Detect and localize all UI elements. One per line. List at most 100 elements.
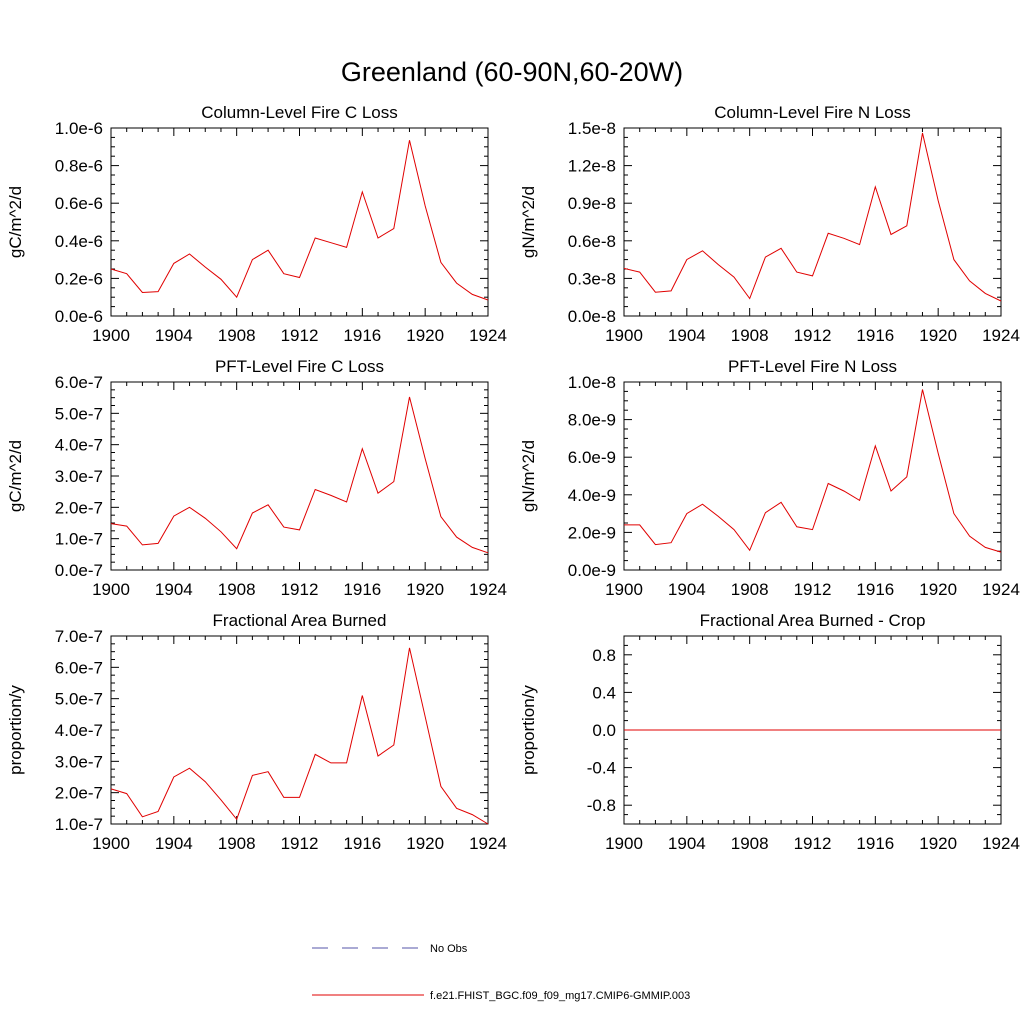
y-tick-label: 8.0e-9 xyxy=(568,411,616,430)
y-tick-label: 0.3e-8 xyxy=(568,269,616,288)
chart-title: Fractional Area Burned - Crop xyxy=(700,611,926,630)
chart-panel-1: Column-Level Fire C Loss gC/m^2/d 1900 1904… xyxy=(6,103,507,345)
x-tick-label: 1920 xyxy=(406,580,444,599)
x-tick-label: 1900 xyxy=(92,580,130,599)
legend-model-label: f.e21.FHIST_BGC.f09_f09_mg17.CMIP6-GMMIP… xyxy=(430,990,690,1002)
figure-title: Greenland (60-90N,60-20W) xyxy=(341,57,683,87)
y-axis-label: proportion/y xyxy=(6,685,25,775)
y-tick-label: 1.5e-8 xyxy=(568,119,616,138)
x-tick-label: 1920 xyxy=(406,326,444,345)
x-tick-label: 1924 xyxy=(982,834,1020,853)
y-axis-label: gC/m^2/d xyxy=(6,440,25,512)
x-tick-label: 1908 xyxy=(731,834,769,853)
x-tick-label: 1900 xyxy=(605,834,643,853)
y-tick-label: 0.6e-6 xyxy=(55,194,103,213)
x-tick-label: 1908 xyxy=(218,580,256,599)
y-tick-label: 3.0e-7 xyxy=(55,752,103,771)
y-axis-label: gN/m^2/d xyxy=(519,186,538,258)
y-tick-label: 1.0e-6 xyxy=(55,119,103,138)
plot-frame xyxy=(623,127,1002,317)
y-axis-label: gN/m^2/d xyxy=(519,440,538,512)
chart-panel-2: Column-Level Fire N Loss gN/m^2/d 1900 1904… xyxy=(519,103,1020,345)
y-tick-label: 0.0e-6 xyxy=(55,307,103,326)
chart-title: PFT-Level Fire N Loss xyxy=(728,357,897,376)
y-tick-label: 0.6e-8 xyxy=(568,232,616,251)
y-tick-label: 1.0e-8 xyxy=(568,373,616,392)
y-tick-label: -0.4 xyxy=(587,759,616,778)
y-tick-label: 0.0e-9 xyxy=(568,561,616,580)
y-tick-label: 6.0e-7 xyxy=(55,658,103,677)
x-tick-label: 1908 xyxy=(218,326,256,345)
y-tick-label: 1.0e-7 xyxy=(55,815,103,834)
series-line xyxy=(110,647,489,825)
legend: No Obs f.e21.FHIST_BGC.f09_f09_mg17.CMIP… xyxy=(312,943,690,1002)
x-tick-label: 1900 xyxy=(92,326,130,345)
x-tick-label: 1916 xyxy=(856,326,894,345)
x-tick-label: 1904 xyxy=(155,580,193,599)
x-tick-label: 1920 xyxy=(919,580,957,599)
y-tick-label: -0.8 xyxy=(587,796,616,815)
y-tick-label: 4.0e-9 xyxy=(568,486,616,505)
x-tick-label: 1924 xyxy=(469,834,507,853)
x-tick-label: 1912 xyxy=(281,580,319,599)
y-tick-label: 7.0e-7 xyxy=(55,627,103,646)
chart-title: PFT-Level Fire C Loss xyxy=(215,357,384,376)
x-tick-label: 1900 xyxy=(605,326,643,345)
x-tick-label: 1912 xyxy=(794,326,832,345)
y-axis-label: gC/m^2/d xyxy=(6,186,25,258)
x-tick-label: 1912 xyxy=(281,326,319,345)
y-tick-label: 6.0e-9 xyxy=(568,448,616,467)
y-tick-label: 1.2e-8 xyxy=(568,157,616,176)
y-axis-label: proportion/y xyxy=(519,685,538,775)
y-tick-label: 5.0e-7 xyxy=(55,690,103,709)
x-tick-label: 1908 xyxy=(731,580,769,599)
y-tick-label: 1.0e-7 xyxy=(55,530,103,549)
y-tick-label: 5.0e-7 xyxy=(55,404,103,423)
y-tick-label: 0.0e-7 xyxy=(55,561,103,580)
y-tick-label: 0.8 xyxy=(592,646,616,665)
y-tick-label: 0.9e-8 xyxy=(568,194,616,213)
x-tick-label: 1916 xyxy=(343,834,381,853)
x-tick-label: 1916 xyxy=(856,834,894,853)
y-tick-label: 4.0e-7 xyxy=(55,436,103,455)
series-line xyxy=(110,396,489,554)
chart-panel-6: Fractional Area Burned - Crop proportion/… xyxy=(519,611,1020,853)
x-tick-label: 1908 xyxy=(731,326,769,345)
x-tick-label: 1916 xyxy=(343,580,381,599)
y-tick-label: 0.2e-6 xyxy=(55,269,103,288)
x-tick-label: 1916 xyxy=(343,326,381,345)
x-tick-label: 1920 xyxy=(406,834,444,853)
y-tick-label: 2.0e-7 xyxy=(55,784,103,803)
chart-title: Column-Level Fire N Loss xyxy=(714,103,911,122)
x-tick-label: 1904 xyxy=(668,834,706,853)
chart-panel-3: PFT-Level Fire C Loss gC/m^2/d 1900 1904 190… xyxy=(6,357,507,599)
x-tick-label: 1904 xyxy=(668,326,706,345)
y-tick-label: 3.0e-7 xyxy=(55,467,103,486)
x-tick-label: 1908 xyxy=(218,834,256,853)
x-tick-label: 1900 xyxy=(605,580,643,599)
chart-title: Fractional Area Burned xyxy=(213,611,387,630)
x-tick-label: 1924 xyxy=(982,326,1020,345)
series-line xyxy=(624,389,1002,553)
x-tick-label: 1912 xyxy=(794,834,832,853)
x-tick-label: 1920 xyxy=(919,834,957,853)
chart-title: Column-Level Fire C Loss xyxy=(201,103,398,122)
legend-no-obs-label: No Obs xyxy=(430,943,468,955)
series-line xyxy=(623,132,1002,302)
x-tick-label: 1912 xyxy=(794,580,832,599)
y-tick-label: 0.8e-6 xyxy=(55,157,103,176)
x-tick-label: 1916 xyxy=(856,580,894,599)
x-tick-label: 1924 xyxy=(982,580,1020,599)
x-tick-label: 1920 xyxy=(919,326,957,345)
y-tick-label: 2.0e-7 xyxy=(55,498,103,517)
y-tick-label: 0.0 xyxy=(592,721,616,740)
chart-panel-5: Fractional Area Burned proportion/y 1900 19… xyxy=(6,611,507,853)
y-tick-label: 0.4 xyxy=(592,683,616,702)
y-tick-label: 4.0e-7 xyxy=(55,721,103,740)
plot-frame xyxy=(110,127,489,317)
x-tick-label: 1924 xyxy=(469,326,507,345)
y-tick-label: 0.4e-6 xyxy=(55,232,103,251)
x-tick-label: 1900 xyxy=(92,834,130,853)
